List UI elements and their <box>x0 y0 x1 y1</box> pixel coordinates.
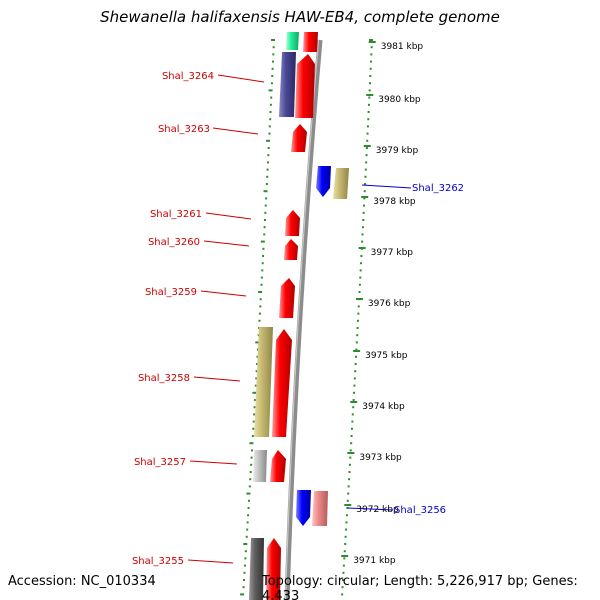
gene-label[interactable]: Shal_3257 <box>134 457 186 468</box>
gene-leader-line <box>193 376 241 382</box>
gene-features <box>249 32 349 600</box>
gene-arrow[interactable] <box>296 490 311 526</box>
kbp-label: 3981 kbp <box>381 42 424 52</box>
gene-arrow[interactable] <box>253 450 267 482</box>
genome-title: Shewanella halifaxensis HAW-EB4, complet… <box>100 8 500 26</box>
genome-backbone <box>284 39 323 600</box>
gene-arrow[interactable] <box>295 54 315 118</box>
gene-arrow[interactable] <box>333 168 349 199</box>
gene-arrow[interactable] <box>254 327 273 437</box>
gene-labels: Shal_3264 Shal_3263 Shal_3262 Shal_3261 Shal… <box>132 71 464 567</box>
kbp-label: 3977 kbp <box>371 248 414 258</box>
gene-arrow[interactable] <box>249 538 264 600</box>
gene-arrow[interactable] <box>303 32 318 52</box>
gene-leader-line <box>205 212 252 220</box>
gene-leader-line <box>187 559 234 564</box>
kbp-label: 3974 kbp <box>362 402 405 412</box>
gene-arrow[interactable] <box>285 210 300 236</box>
gene-label[interactable]: Shal_3261 <box>150 209 202 220</box>
gene-leader-line <box>189 460 238 465</box>
gene-label[interactable]: Shal_3264 <box>162 71 214 82</box>
gene-leader-line <box>347 507 394 511</box>
gene-arrow[interactable] <box>279 52 296 117</box>
gene-arrow[interactable] <box>316 166 331 197</box>
gene-arrow[interactable] <box>279 278 295 318</box>
gene-label[interactable]: Shal_3263 <box>158 124 210 135</box>
gene-arrow[interactable] <box>266 538 281 600</box>
kbp-label: 3978 kbp <box>373 197 416 207</box>
kbp-label: 3979 kbp <box>376 146 419 156</box>
gene-arrow[interactable] <box>270 450 286 482</box>
kbp-scale: 3981 kbp 3980 kbp 3979 kbp 3978 kbp 3977 kbp… <box>341 41 424 566</box>
gene-label[interactable]: Shal_3260 <box>148 237 200 248</box>
kbp-label: 3972 kbp <box>356 505 399 515</box>
gene-leader-line <box>200 290 247 297</box>
gene-arrow[interactable] <box>286 32 299 50</box>
kbp-label: 3973 kbp <box>359 453 402 463</box>
gene-leader-line <box>361 184 412 189</box>
gene-leader-line <box>212 127 259 135</box>
kbp-label: 3980 kbp <box>378 95 421 105</box>
gene-arrow[interactable] <box>284 239 298 260</box>
accession-label: Accession: NC_010334 <box>8 574 156 589</box>
gene-label[interactable]: Shal_3255 <box>132 556 184 567</box>
gene-label[interactable]: Shal_3258 <box>138 373 190 384</box>
gene-label[interactable]: Shal_3259 <box>145 287 197 298</box>
gene-leader-line <box>217 74 265 83</box>
kbp-label: 3975 kbp <box>365 351 408 361</box>
kbp-label: 3971 kbp <box>353 556 396 566</box>
gene-arrow[interactable] <box>312 491 328 526</box>
left-tick-ring <box>240 39 275 596</box>
gene-label[interactable]: Shal_3262 <box>412 183 464 194</box>
kbp-label: 3976 kbp <box>368 299 411 309</box>
right-tick-ring <box>341 39 373 596</box>
gene-leader-line <box>203 240 250 247</box>
topology-label: Topology: circular; Length: 5,226,917 bp… <box>262 574 578 600</box>
gene-arrow[interactable] <box>291 124 307 152</box>
gene-arrow[interactable] <box>272 329 292 437</box>
gene-label[interactable]: Shal_3256 <box>394 505 446 516</box>
